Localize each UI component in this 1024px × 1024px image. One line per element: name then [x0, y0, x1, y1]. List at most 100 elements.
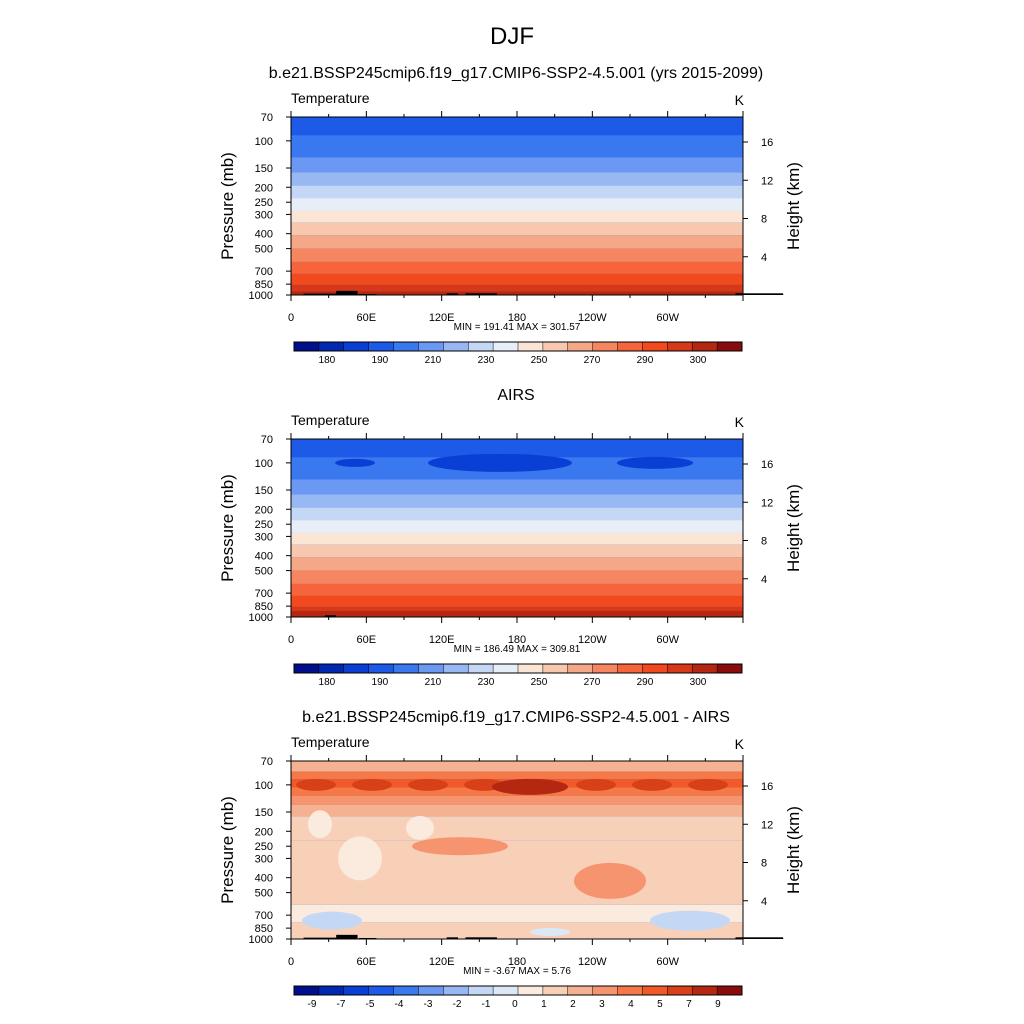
- colorbar-swatch: [318, 342, 345, 351]
- colorbar-swatch: [493, 986, 519, 995]
- lon-tick-label: 120W: [578, 312, 607, 324]
- contour-band: [291, 606, 743, 614]
- colorbar-swatch: [617, 342, 643, 351]
- pressure-tick-label: 700: [255, 910, 273, 922]
- contour-band: [291, 922, 743, 939]
- colorbar-swatch: [592, 986, 618, 995]
- contour-band: [291, 595, 743, 607]
- contour-band: [291, 157, 743, 173]
- pressure-tick-label: 400: [255, 873, 273, 885]
- colorbar-swatch: [642, 342, 668, 351]
- colorbar-label: 270: [584, 677, 601, 688]
- colorbar-label: 270: [584, 355, 601, 366]
- colorbar-swatch: [667, 342, 693, 351]
- contour-cell: [408, 778, 448, 791]
- contour-cell: [352, 778, 392, 791]
- contour-band: [291, 479, 743, 495]
- topography-mask: [465, 293, 497, 295]
- contour-band: [291, 235, 743, 249]
- colorbar-swatch: [717, 986, 743, 995]
- colorbar-label: 250: [531, 677, 548, 688]
- colorbar-label: 180: [319, 677, 336, 688]
- colorbar-label: 0: [512, 999, 518, 1010]
- pressure-axis-label: Pressure (mb): [218, 474, 237, 582]
- colorbar-swatch: [468, 986, 494, 995]
- colorbar-swatch: [642, 986, 668, 995]
- height-tick-label: 8: [761, 214, 767, 226]
- colorbar-swatch: [692, 986, 718, 995]
- colorbar-frame: [293, 985, 743, 996]
- colorbar-label: -1: [482, 999, 491, 1010]
- contour-band: [291, 261, 743, 274]
- topography-mask: [358, 937, 377, 939]
- contour-cell: [576, 778, 616, 791]
- pressure-tick-label: 100: [255, 458, 273, 470]
- colorbar-swatch: [518, 986, 544, 995]
- pressure-tick-label: 250: [255, 519, 273, 531]
- height-tick-label: 8: [761, 536, 767, 548]
- contour-band: [291, 761, 743, 772]
- colorbar-swatch: [443, 986, 469, 995]
- height-tick-label: 12: [761, 497, 773, 509]
- variable-label: Temperature: [291, 734, 370, 750]
- colorbar-label: 180: [319, 355, 336, 366]
- contour-cell: [308, 810, 332, 839]
- colorbar-label: -9: [308, 999, 317, 1010]
- topography-mask: [358, 293, 377, 295]
- topography-mask: [446, 937, 458, 939]
- contour-band: [291, 172, 743, 186]
- pressure-tick-label: 1000: [249, 290, 273, 302]
- pressure-tick-label: 700: [255, 588, 273, 600]
- colorbar-swatch: [318, 664, 345, 673]
- topography-mask: [446, 293, 458, 295]
- contour-band: [291, 771, 743, 780]
- pressure-tick-label: 100: [255, 780, 273, 792]
- contour-band: [291, 804, 743, 817]
- colorbar-swatch: [592, 664, 618, 673]
- panel-title: b.e21.BSSP245cmip6.f19_g17.CMIP6-SSP2-4.…: [269, 65, 764, 82]
- panel-title: AIRS: [497, 387, 534, 404]
- contour-band: [291, 185, 743, 199]
- contour-band: [291, 795, 743, 805]
- colorbar-swatch: [717, 664, 743, 673]
- colorbar-swatch: [592, 342, 618, 351]
- colorbar-swatch: [493, 342, 519, 351]
- pressure-tick-label: 850: [255, 279, 273, 291]
- pressure-tick-label: 150: [255, 807, 273, 819]
- colorbar-swatch: [667, 986, 693, 995]
- stats-label: MIN = -3.67 MAX = 5.76: [463, 966, 571, 977]
- units-label: K: [735, 736, 745, 752]
- lon-tick-label: 60E: [357, 312, 377, 324]
- pressure-tick-label: 1000: [249, 934, 273, 946]
- colorbar-label: 4: [628, 999, 634, 1010]
- contour-band: [291, 583, 743, 596]
- colorbar-swatch: [418, 986, 444, 995]
- colorbar-label: -5: [366, 999, 375, 1010]
- colorbar-label: 190: [372, 355, 389, 366]
- contour-cell: [428, 453, 572, 472]
- pressure-axis-label: Pressure (mb): [218, 152, 237, 260]
- colorbar-swatch: [717, 342, 743, 351]
- height-tick-label: 8: [761, 858, 767, 870]
- contour-cell: [688, 778, 728, 791]
- contour-cell: [617, 456, 693, 469]
- topography-mask: [735, 293, 784, 295]
- colorbar-swatch: [642, 664, 668, 673]
- pressure-tick-label: 850: [255, 601, 273, 613]
- colorbar-swatch: [418, 342, 444, 351]
- contour-cell: [412, 837, 508, 856]
- contour-cell: [296, 778, 336, 791]
- pressure-tick-label: 200: [255, 182, 273, 194]
- pressure-tick-label: 150: [255, 163, 273, 175]
- topography-mask: [336, 934, 358, 939]
- colorbar-swatch: [418, 664, 444, 673]
- topography-mask: [735, 937, 784, 939]
- colorbar-label: 250: [531, 355, 548, 366]
- colorbar-swatch: [518, 342, 544, 351]
- colorbar-label: 300: [690, 355, 707, 366]
- contour-band: [291, 532, 743, 545]
- topography-mask: [303, 293, 357, 295]
- lon-tick-label: 60W: [656, 956, 679, 968]
- height-tick-label: 4: [761, 252, 767, 264]
